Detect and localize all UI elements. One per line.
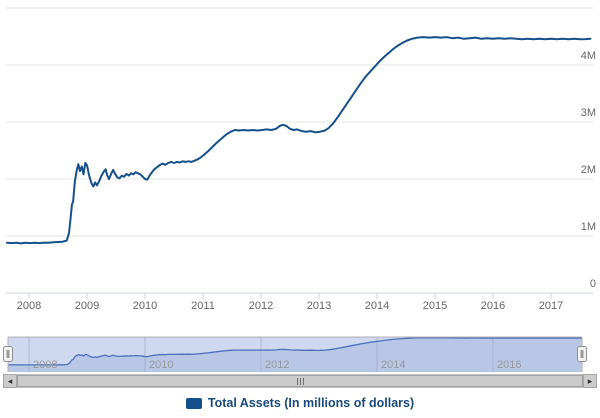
scrollbar[interactable]: ◂ ▸ xyxy=(0,374,600,388)
navigator-axis-label: 2016 xyxy=(497,359,521,371)
navigator-selected-range-mask[interactable] xyxy=(8,337,582,372)
x-axis-label: 2009 xyxy=(74,300,100,312)
legend-item-total-assets[interactable]: Total Assets (In millions of dollars) xyxy=(0,393,600,413)
navigator-axis-label: 2014 xyxy=(381,359,405,371)
x-axis-label: 2013 xyxy=(306,300,332,312)
x-axis-label: 2015 xyxy=(422,300,448,312)
scroll-right-icon: ▸ xyxy=(587,375,593,386)
x-axis-label: 2014 xyxy=(364,300,390,312)
scroll-right-button[interactable]: ▸ xyxy=(583,374,597,388)
navigator-line xyxy=(8,337,582,366)
x-axis-label: 2008 xyxy=(16,300,42,312)
x-axis-label: 2010 xyxy=(132,300,158,312)
total-assets-line xyxy=(6,36,592,245)
scroll-left-icon: ◂ xyxy=(7,375,13,386)
y-axis-label: 1M xyxy=(580,221,596,233)
navigator-axis-label: 2012 xyxy=(265,359,289,371)
y-axis-label: 2M xyxy=(580,164,596,176)
x-axis-label: 2011 xyxy=(191,300,215,312)
scrollbar-track[interactable] xyxy=(17,374,583,388)
y-axis-label: 0 xyxy=(589,278,596,290)
navigator-axis-label: 2010 xyxy=(149,359,173,371)
x-axis-label: 2012 xyxy=(248,300,274,312)
chart-plot-svg[interactable]: 2008 2010 2012 2014 2016 xyxy=(0,0,600,392)
navigator-area xyxy=(8,337,582,372)
y-axis-label: 3M xyxy=(580,107,596,119)
scrollbar-grip-icon xyxy=(296,377,304,385)
y-axis-label: 4M xyxy=(580,50,596,62)
legend-label: Total Assets (In millions of dollars) xyxy=(207,396,415,410)
x-axis-label: 2017 xyxy=(538,300,564,312)
legend-swatch xyxy=(185,397,202,409)
navigator-axis-label: 2008 xyxy=(33,359,57,371)
scroll-left-button[interactable]: ◂ xyxy=(3,374,17,388)
navigator-handle-right-grip xyxy=(580,350,584,358)
x-axis-label: 2016 xyxy=(480,300,506,312)
scrollbar-thumb[interactable] xyxy=(17,375,583,387)
navigator-handle-left-grip xyxy=(6,350,10,358)
